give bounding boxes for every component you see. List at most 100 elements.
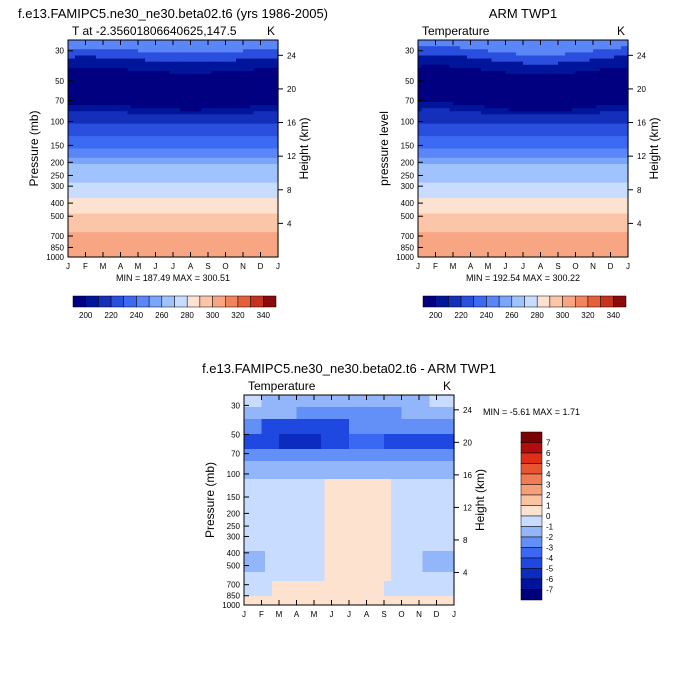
field-cell bbox=[267, 133, 272, 137]
field-cell bbox=[152, 235, 157, 239]
field-cell bbox=[131, 105, 136, 109]
field-cell bbox=[253, 133, 258, 137]
field-cell bbox=[75, 201, 80, 205]
field-cell bbox=[89, 52, 94, 57]
field-cell bbox=[229, 164, 234, 168]
field-cell bbox=[92, 198, 97, 202]
field-cell bbox=[253, 142, 258, 146]
field-cell bbox=[208, 111, 213, 115]
field-cell bbox=[103, 232, 108, 236]
field-cell bbox=[232, 111, 237, 115]
field-cell bbox=[232, 201, 237, 205]
field-cell bbox=[82, 129, 87, 134]
field-cell bbox=[120, 154, 125, 159]
field-cell bbox=[75, 83, 80, 88]
field-cell bbox=[103, 105, 108, 109]
field-cell bbox=[159, 40, 164, 44]
field-cell bbox=[117, 136, 122, 140]
field-cell bbox=[250, 95, 255, 100]
field-cell bbox=[229, 129, 234, 134]
field-cell bbox=[155, 219, 160, 224]
field-cell bbox=[141, 148, 146, 153]
field-cell bbox=[222, 229, 227, 233]
field-cell bbox=[204, 52, 209, 57]
field-cell bbox=[215, 105, 220, 109]
field-cell bbox=[621, 58, 626, 63]
field-cell bbox=[159, 207, 164, 212]
field-cell bbox=[190, 167, 195, 171]
field-cell bbox=[92, 61, 97, 66]
field-cell bbox=[211, 136, 216, 140]
field-cell bbox=[78, 198, 83, 202]
field-cell bbox=[484, 67, 489, 72]
field-cell bbox=[92, 83, 97, 88]
field-cell bbox=[99, 250, 104, 255]
field-cell bbox=[113, 52, 118, 57]
field-cell bbox=[145, 191, 150, 196]
field-cell bbox=[183, 95, 188, 100]
field-cell bbox=[99, 191, 104, 196]
field-cell bbox=[71, 204, 76, 208]
field-cell bbox=[477, 64, 482, 69]
field-cell bbox=[229, 170, 234, 174]
field-cell bbox=[173, 114, 178, 119]
field-cell bbox=[141, 145, 146, 150]
field-cell bbox=[274, 67, 279, 72]
field-cell bbox=[78, 244, 83, 249]
field-cell bbox=[110, 89, 115, 94]
field-cell bbox=[89, 139, 94, 143]
field-cell bbox=[120, 241, 125, 246]
field-cell bbox=[229, 167, 234, 171]
field-cell bbox=[89, 105, 94, 109]
field-cell bbox=[103, 160, 108, 165]
field-cell bbox=[586, 67, 591, 72]
field-cell bbox=[232, 154, 237, 159]
field-cell bbox=[120, 198, 125, 202]
field-cell bbox=[197, 151, 202, 156]
field-cell bbox=[218, 207, 223, 212]
field-cell bbox=[120, 80, 125, 84]
field-cell bbox=[110, 213, 115, 218]
field-cell bbox=[218, 185, 223, 190]
field-cell bbox=[505, 40, 510, 44]
field-cell bbox=[537, 43, 542, 47]
field-cell bbox=[180, 154, 185, 159]
field-cell bbox=[120, 188, 125, 193]
y-axis-label: Pressure (mb) bbox=[27, 110, 41, 186]
field-cell bbox=[204, 86, 209, 91]
field-cell bbox=[78, 157, 83, 162]
field-cell bbox=[222, 154, 227, 159]
field-cell bbox=[260, 253, 265, 258]
field-cell bbox=[162, 167, 167, 171]
field-cell bbox=[274, 83, 279, 88]
field-cell bbox=[152, 67, 157, 72]
field-cell bbox=[113, 92, 118, 97]
field-cell bbox=[215, 188, 220, 193]
field-cell bbox=[155, 154, 160, 159]
field-cell bbox=[176, 213, 181, 218]
field-cell bbox=[169, 43, 174, 47]
field-cell bbox=[232, 142, 237, 146]
field-cell bbox=[71, 133, 76, 137]
field-cell bbox=[603, 71, 608, 75]
field-cell bbox=[138, 95, 143, 100]
field-cell bbox=[162, 43, 167, 47]
field-cell bbox=[225, 142, 230, 146]
field-cell bbox=[421, 49, 426, 53]
field-cell bbox=[127, 92, 132, 97]
field-cell bbox=[113, 201, 118, 205]
field-cell bbox=[474, 67, 479, 72]
field-cell bbox=[232, 164, 237, 168]
field-cell bbox=[183, 92, 188, 97]
field-cell bbox=[148, 210, 153, 215]
field-cell bbox=[180, 250, 185, 255]
field-cell bbox=[159, 216, 164, 221]
field-cell bbox=[190, 241, 195, 246]
field-cell bbox=[159, 49, 164, 53]
field-cell bbox=[505, 52, 510, 57]
field-cell bbox=[264, 61, 269, 66]
field-cell bbox=[204, 120, 209, 125]
field-cell bbox=[239, 195, 244, 199]
field-cell bbox=[148, 148, 153, 153]
field-cell bbox=[211, 64, 216, 69]
